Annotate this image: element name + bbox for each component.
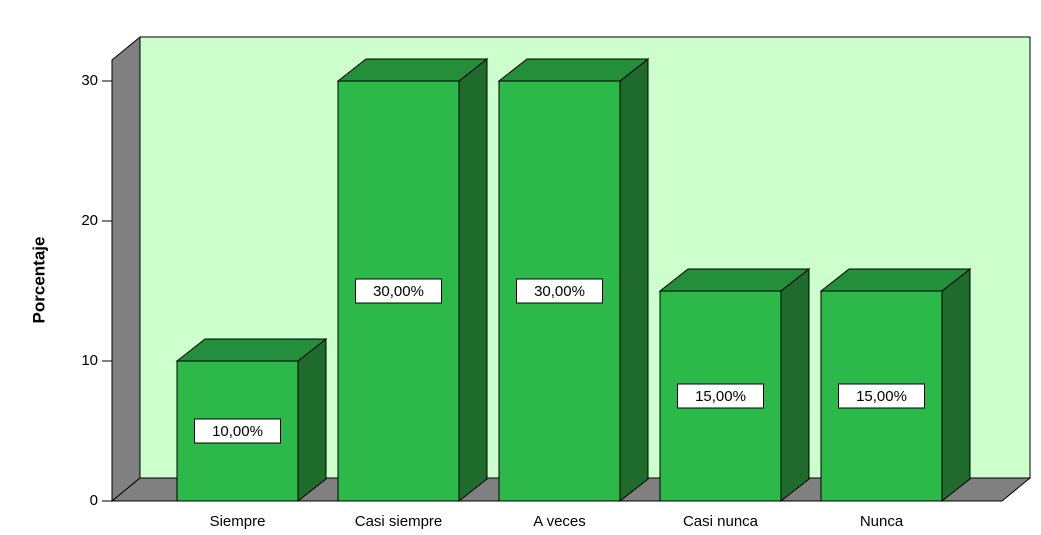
value-label: 15,00% [695, 388, 746, 405]
x-tick-label: Casi nunca [683, 513, 759, 530]
x-tick-label: A veces [533, 513, 586, 530]
value-label-box [194, 418, 281, 444]
bar-side [941, 267, 971, 503]
y-tick-label: 30 [81, 72, 98, 89]
y-tick-label: 20 [81, 212, 98, 229]
value-label: 30,00% [373, 283, 424, 300]
bar-side [619, 57, 649, 503]
bar-side [297, 337, 327, 503]
x-tick-label: Nunca [860, 513, 904, 530]
value-label-box [516, 278, 603, 304]
value-label: 30,00% [534, 283, 585, 300]
y-tick-label: 0 [90, 492, 98, 509]
value-label: 15,00% [856, 388, 907, 405]
value-label: 10,00% [212, 423, 263, 440]
value-label-box [355, 278, 442, 304]
bar-side [780, 267, 810, 503]
x-tick-label: Casi siempre [355, 513, 443, 530]
y-axis-label: Porcentaje [29, 237, 48, 324]
bar-side [458, 57, 488, 503]
value-label-box [677, 383, 764, 409]
value-label-box [838, 383, 925, 409]
side-wall [111, 35, 141, 503]
x-tick-label: Siempre [210, 513, 266, 530]
y-tick-label: 10 [81, 352, 98, 369]
